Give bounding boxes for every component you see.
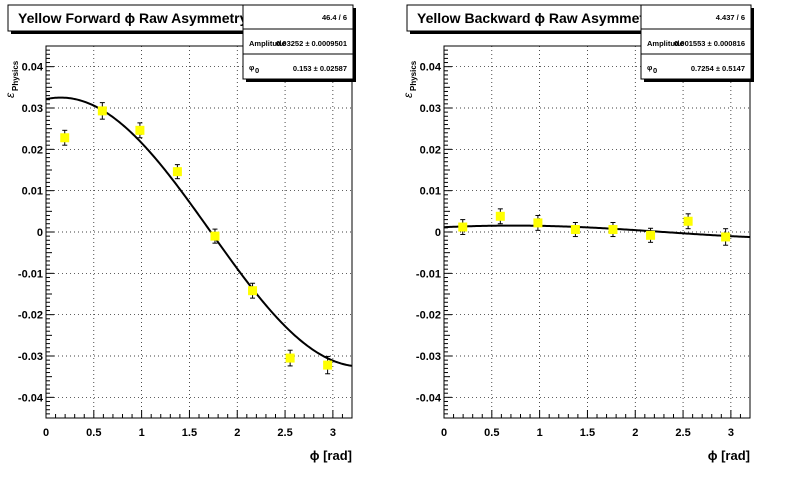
y-tick-label: -0.01: [416, 268, 441, 280]
stats-box: [242, 4, 354, 80]
data-marker: [646, 230, 656, 240]
stats-value-amplitude: 0.03252 ± 0.0009501: [276, 39, 347, 48]
data-point: [683, 213, 693, 230]
data-point: [97, 102, 107, 120]
data-point: [570, 221, 580, 238]
x-tick-label: 1.5: [182, 427, 197, 439]
data-marker: [533, 218, 543, 228]
y-tick-label: -0.03: [416, 351, 441, 363]
x-tick-label: 0.5: [86, 427, 101, 439]
stats-label-phi0: φ: [249, 63, 255, 72]
data-point: [721, 228, 731, 246]
y-axis-symbol: ε: [3, 92, 17, 98]
data-point: [323, 355, 333, 375]
stats-label-phi0: φ: [647, 63, 653, 72]
x-tick-label: 1: [537, 427, 543, 439]
stats-label-phi0-subscript: 0: [653, 66, 657, 75]
y-tick-label: -0.03: [18, 351, 43, 363]
data-marker: [248, 286, 258, 296]
x-tick-label: 0.5: [484, 427, 499, 439]
stats-value-amplitude: 0.001553 ± 0.000816: [674, 39, 745, 48]
x-tick-label: 1.5: [580, 427, 595, 439]
data-marker: [570, 225, 580, 235]
data-point: [248, 282, 258, 299]
chart-panel-2: 0 0.5 1 1.5 2 2.5 3 0.04 0.03 0.02 0.01 0 -0.01 -0.02…: [401, 4, 754, 463]
chart-title: Yellow Forward ϕ Raw Asymmetry: [18, 10, 248, 26]
data-point: [135, 122, 145, 139]
x-tick-label: 2.5: [277, 427, 292, 439]
data-marker: [285, 353, 295, 363]
chart-title: Yellow Backward ϕ Raw Asymmetry: [417, 10, 658, 26]
data-marker: [683, 216, 693, 226]
chart-panel-1: 0 0.5 1 1.5 2 2.5 3 0.04 0.03 0.02 0.01 0 -0.01 -0.02…: [3, 4, 356, 463]
x-axis-label: ϕ [rad]: [708, 448, 750, 463]
stats-label-amplitude: Amplitude: [249, 39, 286, 48]
x-tick-label: 2: [632, 427, 638, 439]
y-tick-label: 0: [435, 227, 441, 239]
y-tick-label: 0: [37, 227, 43, 239]
data-point: [533, 214, 543, 231]
y-tick-label: 0.02: [22, 144, 43, 156]
x-tick-label: 0: [441, 427, 447, 439]
data-point: [285, 349, 295, 367]
stats-value-phi0: 0.7254 ± 0.5147: [691, 64, 745, 73]
data-point: [608, 221, 618, 238]
title-box: [406, 4, 678, 32]
data-marker: [172, 167, 182, 177]
x-tick-label: 0: [43, 427, 49, 439]
data-marker: [135, 125, 145, 135]
y-axis-subscript: Physics: [409, 60, 418, 91]
stats-label-phi0-subscript: 0: [255, 66, 259, 75]
y-axis-symbol: ε: [401, 92, 415, 98]
stats-value-phi0: 0.153 ± 0.02587: [293, 64, 347, 73]
data-point: [646, 227, 656, 243]
x-tick-label: 2.5: [675, 427, 690, 439]
y-tick-label: -0.04: [18, 392, 44, 404]
y-tick-label: 0.02: [420, 144, 441, 156]
x-tick-label: 3: [330, 427, 336, 439]
data-marker: [97, 106, 107, 116]
y-tick-label: 0.03: [22, 103, 43, 115]
y-tick-label: 0.01: [22, 186, 43, 198]
data-point: [495, 208, 505, 225]
y-tick-label: -0.04: [416, 392, 442, 404]
x-tick-label: 3: [728, 427, 734, 439]
data-marker: [458, 222, 468, 232]
stats-label-amplitude: Amplitude: [647, 39, 684, 48]
y-tick-label: -0.01: [18, 268, 43, 280]
data-point: [210, 228, 220, 244]
data-marker: [60, 133, 70, 143]
fit-curve: [443, 224, 751, 239]
fit-curve: [45, 96, 353, 367]
data-marker: [608, 225, 618, 235]
data-point: [458, 219, 468, 235]
stats-box: [640, 4, 752, 80]
data-marker: [323, 360, 333, 370]
data-marker: [495, 211, 505, 221]
y-tick-label: -0.02: [416, 310, 441, 322]
stats-chi2: 4.437 / 6: [716, 13, 745, 22]
stats-chi2: 46.4 / 6: [322, 13, 347, 22]
y-axis-subscript: Physics: [11, 60, 20, 91]
y-tick-label: 0.04: [22, 62, 44, 74]
y-tick-label: 0.04: [420, 62, 442, 74]
title-box: [7, 4, 279, 32]
x-axis-label: ϕ [rad]: [310, 448, 352, 463]
x-tick-label: 2: [234, 427, 240, 439]
x-tick-label: 1: [139, 427, 145, 439]
data-marker: [721, 232, 731, 242]
y-tick-label: -0.02: [18, 310, 43, 322]
y-tick-label: 0.01: [420, 186, 441, 198]
data-point: [172, 164, 182, 180]
y-tick-label: 0.03: [420, 103, 441, 115]
data-marker: [210, 231, 220, 241]
data-point: [60, 129, 70, 146]
